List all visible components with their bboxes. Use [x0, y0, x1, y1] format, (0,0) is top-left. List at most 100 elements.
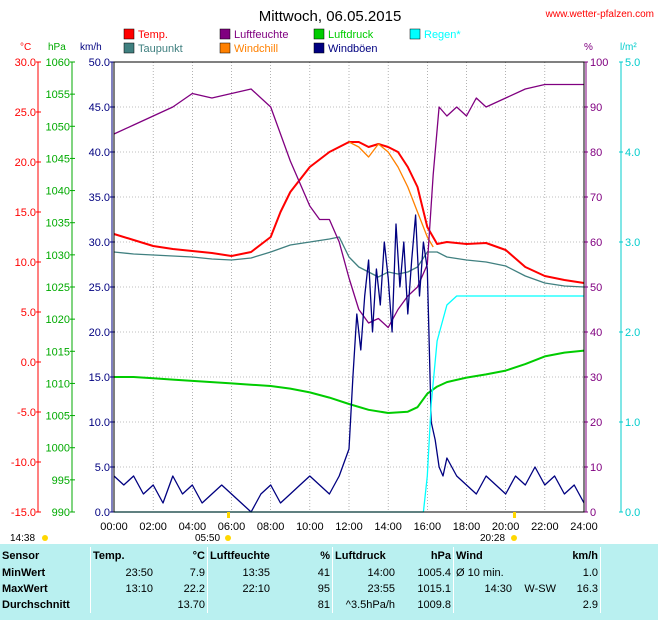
wind-tick-label: 35.0 — [89, 192, 110, 204]
x-tick-label: 10:00 — [296, 521, 324, 533]
press-trend: ^3.5hPa/h — [332, 597, 397, 613]
pressure-tick-label: 1055 — [46, 89, 70, 101]
series-lines — [113, 83, 585, 513]
x-tick-label: 08:00 — [257, 521, 285, 533]
wind-tick-label: 10.0 — [89, 417, 110, 429]
sunset-icon — [511, 535, 517, 541]
hum-value: 41 — [317, 567, 330, 579]
press-time: 23:55 — [332, 581, 397, 597]
sunset-tick — [513, 512, 516, 518]
temp-tick-label: 15.0 — [15, 207, 36, 219]
legend-label: Windböen — [328, 43, 378, 55]
wind-tick-label: 15.0 — [89, 372, 110, 384]
rain-tick-label: 0.0 — [625, 507, 640, 519]
x-tick-label: 20:00 — [492, 521, 520, 533]
humidity-tick-label: 0 — [590, 507, 596, 519]
temp-tick-label: 20.0 — [15, 157, 36, 169]
press-value: 1015.1 — [417, 583, 451, 595]
humidity-tick-label: 40 — [590, 327, 602, 339]
humidity-tick-label: 60 — [590, 237, 602, 249]
series-line — [348, 141, 434, 248]
pressure-tick-label: 1005 — [46, 411, 70, 423]
wind-time: Ø 10 min. — [453, 565, 514, 581]
series-line — [114, 295, 584, 513]
x-tick-label: 02:00 — [139, 521, 167, 533]
series-line — [113, 83, 584, 329]
row-label: MaxWert — [2, 583, 48, 595]
temp-tick-label: 25.0 — [15, 107, 36, 119]
legend-swatch — [219, 28, 231, 40]
pressure-tick-label: 1010 — [46, 378, 70, 390]
rain-tick-label: 5.0 — [625, 57, 640, 69]
row-label: Durchschnitt — [2, 599, 70, 611]
temp-value: 22.2 — [183, 583, 205, 595]
temp-tick-label: -5.0 — [17, 407, 36, 419]
legend-label: Luftdruck — [328, 29, 374, 41]
header-wind: Wind — [453, 547, 514, 565]
temp-tick-label: 10.0 — [15, 257, 36, 269]
humidity-tick-label: 10 — [590, 462, 602, 474]
pressure-tick-label: 1045 — [46, 153, 70, 165]
legend-swatch — [409, 28, 421, 40]
temp-tick-label: 0.0 — [21, 357, 36, 369]
wind-tick-label: 40.0 — [89, 147, 110, 159]
x-tick-label: 24:00 — [570, 521, 598, 533]
temp-time — [90, 597, 155, 613]
legend-label: Regen* — [424, 29, 461, 41]
pressure-tick-label: 1035 — [46, 218, 70, 230]
header-temp: Temp. — [90, 547, 155, 565]
sun-icon — [42, 535, 48, 541]
site-url: www.wetter-pfalzen.com — [545, 9, 654, 20]
header-humidity-unit: % — [320, 550, 330, 562]
humidity-tick-label: 100 — [590, 57, 608, 69]
pressure-tick-label: 1030 — [46, 250, 70, 262]
rain-tick-label: 2.0 — [625, 327, 640, 339]
sunrise-label: 05:50 — [195, 533, 220, 544]
hum-value: 95 — [317, 583, 330, 595]
x-tick-label: 18:00 — [453, 521, 481, 533]
wind-tick-label: 30.0 — [89, 237, 110, 249]
temp-time: 13:10 — [90, 581, 155, 597]
sunrise-icon — [225, 535, 231, 541]
humidity-tick-label: 80 — [590, 147, 602, 159]
hum-time — [207, 597, 272, 613]
chart-title: Mittwoch, 06.05.2015 — [259, 8, 402, 25]
hum-time: 22:10 — [207, 581, 272, 597]
header-temp-unit: °C — [192, 550, 205, 562]
weather-chart: Mittwoch, 06.05.2015 www.wetter-pfalzen.… — [10, 8, 654, 544]
header-wind-unit: km/h — [572, 550, 598, 562]
rain-tick-label: 1.0 — [625, 417, 640, 429]
humidity-tick-label: 20 — [590, 417, 602, 429]
legend-swatch — [313, 28, 325, 40]
humidity-tick-label: 70 — [590, 192, 602, 204]
temp-tick-label: 30.0 — [15, 57, 36, 69]
temp-value: 13.70 — [177, 599, 205, 611]
wind-tick-label: 5.0 — [95, 462, 110, 474]
temp-tick-label: 5.0 — [21, 307, 36, 319]
wind-tick-label: 0.0 — [95, 507, 110, 519]
humidity-tick-label: 50 — [590, 282, 602, 294]
pressure-tick-label: 1040 — [46, 186, 70, 198]
rain-unit: l/m² — [620, 42, 637, 53]
wind-tick-label: 50.0 — [89, 57, 110, 69]
rain-tick-label: 3.0 — [625, 237, 640, 249]
wind-value: 16.3 — [576, 583, 598, 595]
sunrise-tick — [227, 512, 230, 518]
wind-direction: W-SW — [524, 583, 556, 595]
pressure-tick-label: 1020 — [46, 314, 70, 326]
wind-value: 1.0 — [582, 567, 598, 579]
legend-label: Luftfeuchte — [234, 29, 288, 41]
sunset-label: 20:28 — [480, 533, 505, 544]
wind-time — [453, 597, 514, 613]
hum-value: 81 — [317, 599, 330, 611]
plot-frame — [113, 61, 585, 513]
wind-unit: km/h — [80, 42, 102, 53]
x-axis-ticks: 00:00 02:00 04:00 06:00 08:00 10:00 12:00 14:00… — [100, 521, 598, 533]
row-label: MinWert — [2, 567, 46, 579]
temp-time: 23:50 — [90, 565, 155, 581]
press-value: 1005.4 — [417, 567, 451, 579]
pressure-tick-label: 1025 — [46, 282, 70, 294]
table-row: MaxWert 13:10 22.2 22:10 95 23:55 1015.1… — [0, 581, 658, 597]
legend-label: Windchill — [234, 43, 278, 55]
x-tick-label: 04:00 — [179, 521, 207, 533]
